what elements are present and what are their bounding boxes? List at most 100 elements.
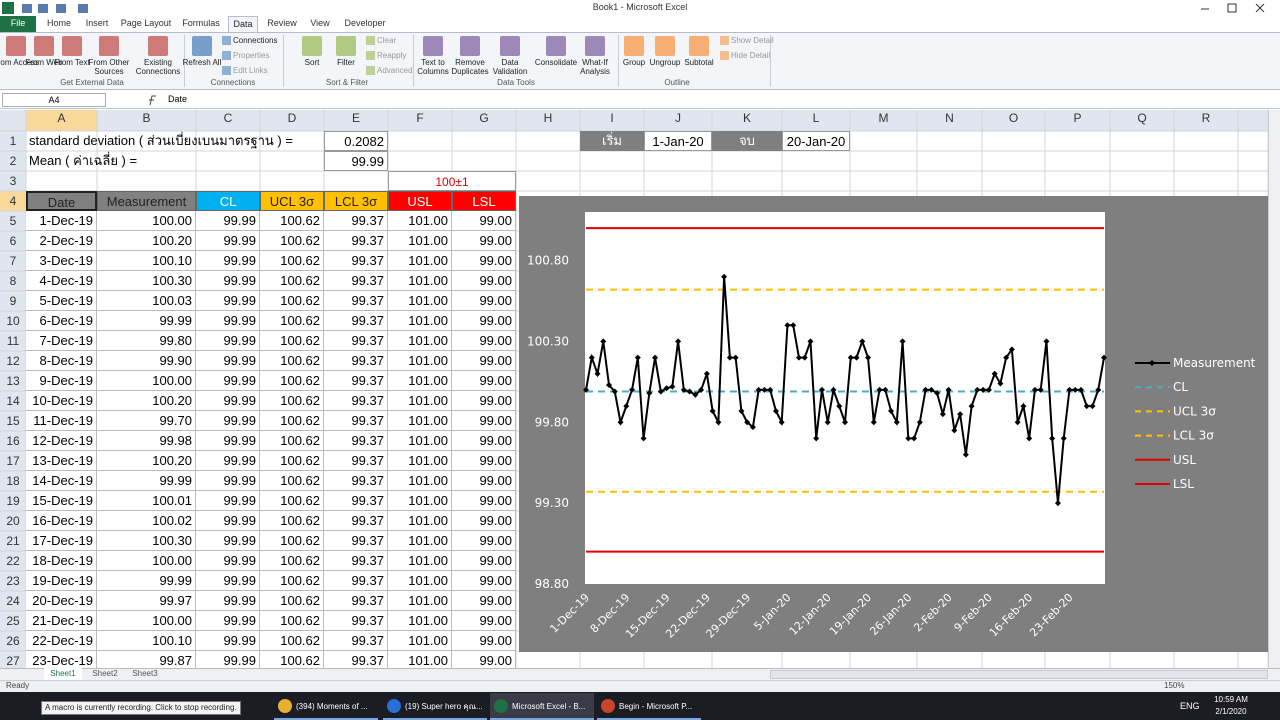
sheet-tab[interactable]: Sheet2 [92, 669, 118, 678]
table-cell: 8-Dec-19 [26, 351, 97, 371]
data-point [1049, 435, 1056, 442]
table-cell: 100.62 [260, 371, 324, 391]
ribbon-button[interactable]: Hide Detail [731, 51, 771, 60]
taskbar-icon [278, 699, 292, 713]
ribbon-group-label: Outline [664, 78, 690, 87]
data-point [1031, 386, 1038, 393]
ribbon-button[interactable]: What-If Analysis [580, 58, 610, 76]
data-point [1020, 403, 1027, 410]
table-cell: 99.37 [324, 211, 388, 231]
table-cell: 99.37 [324, 571, 388, 591]
taskbar-item[interactable]: (394) Moments of ... [274, 693, 378, 720]
table-cell: 99.99 [196, 311, 260, 331]
data-point [583, 386, 589, 393]
ribbon-button[interactable]: Clear [377, 36, 397, 45]
table-cell: 99.00 [452, 371, 516, 391]
y-tick-label: 100.80 [527, 254, 569, 268]
ribbon-button[interactable]: Show Detail [731, 36, 774, 45]
taskbar-item[interactable]: Begin - Microsoft P... [597, 693, 701, 720]
table-cell: 99.37 [324, 471, 388, 491]
macro-tooltip[interactable]: A macro is currently recording. Click to… [41, 701, 241, 715]
table-cell: 99.37 [324, 451, 388, 471]
table-header: LSL [452, 191, 516, 211]
row-header: 11 [6, 334, 20, 348]
clock-date[interactable]: 2/1/2020 [1215, 707, 1247, 716]
sheet-tab[interactable]: Sheet1 [44, 668, 82, 680]
table-cell: 100.30 [97, 271, 196, 291]
ribbon-button[interactable]: Group [622, 58, 646, 67]
data-point [784, 322, 791, 329]
start-date: 1-Jan-20 [644, 131, 712, 151]
ribbon-button[interactable]: Connections [233, 36, 278, 45]
table-cell: 101.00 [388, 531, 452, 551]
ribbon-tab[interactable]: Home [46, 18, 71, 28]
ribbon-tab[interactable]: Review [267, 18, 297, 28]
ribbon-button[interactable]: Text to Columns [417, 58, 449, 76]
row-header: 8 [9, 274, 17, 288]
ribbon-button[interactable]: From Other Sources [88, 58, 130, 76]
ribbon-button[interactable]: Existing Connections [135, 58, 181, 76]
ribbon-button[interactable]: Remove Duplicates [451, 58, 489, 76]
ribbon-tab[interactable]: Formulas [182, 18, 220, 28]
group-separator [413, 35, 414, 87]
ribbon-button[interactable]: Data Validation [492, 58, 528, 76]
ribbon-button[interactable]: Sort [304, 58, 320, 67]
name-box[interactable]: A4 [2, 93, 106, 107]
button-icon [34, 36, 54, 56]
data-point [847, 354, 854, 361]
taskbar-item[interactable]: (19) Super hero คุณ... [383, 693, 487, 720]
ribbon-button[interactable]: Edit Links [233, 66, 268, 75]
zoom-level[interactable]: 150% [1164, 681, 1185, 690]
data-point [813, 435, 820, 442]
ribbon-tab[interactable]: Insert [85, 18, 109, 28]
table-cell: 100.62 [260, 271, 324, 291]
ribbon-button[interactable]: From Web [25, 58, 63, 67]
col-header-bg [0, 110, 1268, 131]
ribbon-group-label: Sort & Filter [325, 78, 369, 87]
table-cell: 99.37 [324, 411, 388, 431]
table-cell: 99.37 [324, 611, 388, 631]
table-cell: 100.00 [97, 611, 196, 631]
ribbon-button[interactable]: Refresh All [182, 58, 222, 67]
sheet-tab[interactable]: Sheet3 [132, 669, 158, 678]
ribbon-group-label: Data Tools [497, 78, 535, 87]
data-point [646, 390, 653, 397]
ribbon-tab[interactable]: Developer [344, 18, 386, 28]
table-cell: 99.99 [97, 571, 196, 591]
ribbon-button[interactable]: Properties [233, 51, 270, 60]
clock-time[interactable]: 10:59 AM [1214, 695, 1248, 704]
quick-icon [22, 4, 32, 13]
ribbon-tab[interactable]: Data [228, 16, 258, 32]
ribbon-button[interactable]: Advanced [377, 66, 413, 75]
ribbon-button[interactable]: Filter [337, 58, 355, 67]
ribbon-button[interactable]: Consolidate [534, 58, 578, 67]
ribbon-button[interactable]: From Text [54, 58, 90, 67]
button-icon [500, 36, 520, 56]
table-cell: 101.00 [388, 291, 452, 311]
ribbon-button[interactable]: Subtotal [684, 58, 714, 67]
column-header: R [1201, 111, 1211, 125]
row-header: 14 [6, 394, 20, 408]
ribbon-tab[interactable]: File [0, 16, 36, 32]
data-point [778, 419, 785, 426]
group-separator [770, 35, 771, 87]
button-icon [192, 36, 212, 56]
ribbon-tab[interactable]: Page Layout [120, 18, 172, 28]
table-cell: 99.99 [196, 411, 260, 431]
table-cell: 100.62 [260, 631, 324, 651]
input-language[interactable]: ENG [1180, 701, 1200, 711]
formula-content[interactable]: Date [168, 94, 188, 104]
ribbon-button[interactable]: Ungroup [649, 58, 681, 67]
ribbon-tab[interactable]: View [310, 18, 330, 28]
data-point [606, 382, 613, 389]
ribbon-button[interactable]: From Access [0, 58, 40, 67]
quick-icon [78, 4, 88, 13]
column-header: H [543, 111, 553, 125]
table-cell: 99.00 [452, 431, 516, 451]
row-header: 5 [9, 214, 17, 228]
table-cell: 99.37 [324, 651, 388, 671]
button-icon [336, 36, 356, 56]
ribbon-button[interactable]: Reapply [377, 51, 407, 60]
table-cell: 99.37 [324, 271, 388, 291]
